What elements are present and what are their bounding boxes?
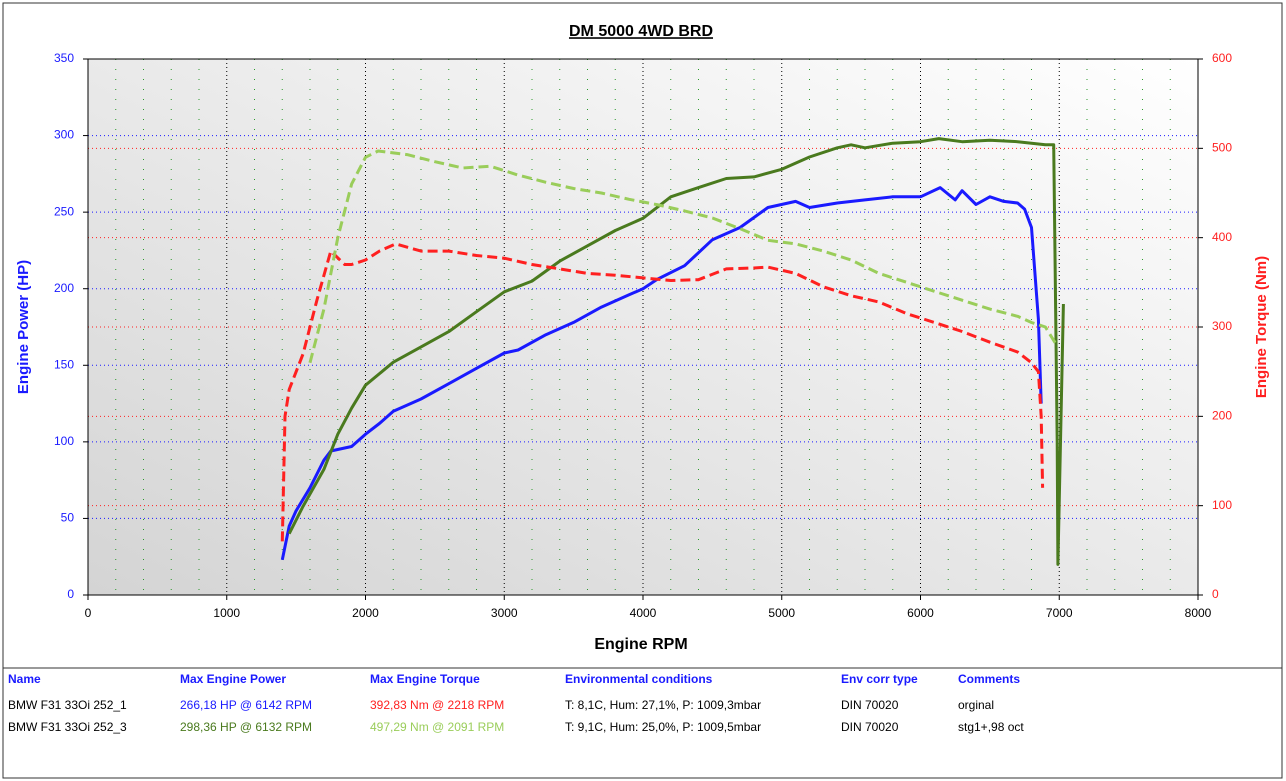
x-tick-label: 5000 <box>768 606 795 620</box>
x-tick-label: 2000 <box>352 606 379 620</box>
y2-tick-label: 400 <box>1212 230 1232 244</box>
table-cell: orginal <box>958 698 995 712</box>
y-tick-label: 50 <box>61 511 75 525</box>
y-tick-label: 250 <box>54 204 74 218</box>
y-tick-label: 300 <box>54 128 74 142</box>
y2-tick-label: 500 <box>1212 141 1232 155</box>
x-tick-label: 0 <box>85 606 92 620</box>
y2-tick-label: 0 <box>1212 587 1219 601</box>
x-tick-label: 6000 <box>907 606 934 620</box>
y2-tick-label: 100 <box>1212 498 1232 512</box>
table-cell: 392,83 Nm @ 2218 RPM <box>370 698 505 712</box>
table-cell: Comments <box>958 672 1021 686</box>
table-cell: DIN 70020 <box>841 698 899 712</box>
table-cell: DIN 70020 <box>841 720 899 734</box>
table-cell: Max Engine Power <box>180 672 287 686</box>
x-tick-label: 3000 <box>491 606 518 620</box>
table-cell: Name <box>8 672 41 686</box>
table-cell: Environmental conditions <box>565 672 713 686</box>
table-cell: 298,36 HP @ 6132 RPM <box>180 720 313 734</box>
y2-axis-label: Engine Torque (Nm) <box>1253 256 1270 398</box>
table-cell: T: 9,1C, Hum: 25,0%, P: 1009,5mbar <box>565 720 762 734</box>
series-line <box>287 137 1065 566</box>
chart-title: DM 5000 4WD BRD <box>569 23 713 40</box>
y2-tick-label: 600 <box>1212 51 1232 65</box>
table-cell: BMW F31 33Oi 252_1 <box>8 698 127 712</box>
x-tick-label: 4000 <box>630 606 657 620</box>
x-axis-label: Engine RPM <box>594 636 687 653</box>
table-cell: stg1+,98 oct <box>958 720 1024 734</box>
table-cell: T: 8,1C, Hum: 27,1%, P: 1009,3mbar <box>565 698 762 712</box>
x-tick-label: 7000 <box>1046 606 1073 620</box>
table-cell: 266,18 HP @ 6142 RPM <box>180 698 313 712</box>
table-cell: 497,29 Nm @ 2091 RPM <box>370 720 505 734</box>
y-tick-label: 350 <box>54 51 74 65</box>
table-cell: Max Engine Torque <box>370 672 480 686</box>
y2-tick-label: 200 <box>1212 409 1232 423</box>
x-tick-label: 8000 <box>1185 606 1212 620</box>
y-axis-label: Engine Power (HP) <box>15 260 32 394</box>
table-cell: BMW F31 33Oi 252_3 <box>8 720 127 734</box>
y-tick-label: 0 <box>67 587 74 601</box>
y-tick-label: 200 <box>54 281 74 295</box>
series-line <box>308 149 1058 364</box>
x-tick-label: 1000 <box>213 606 240 620</box>
y-tick-label: 150 <box>54 357 74 371</box>
series-line <box>280 242 1045 542</box>
y2-tick-label: 300 <box>1212 319 1232 333</box>
plot-border <box>87 58 1199 596</box>
series-line <box>280 186 1043 561</box>
table-cell: Env corr type <box>841 672 918 686</box>
y-tick-label: 100 <box>54 434 74 448</box>
